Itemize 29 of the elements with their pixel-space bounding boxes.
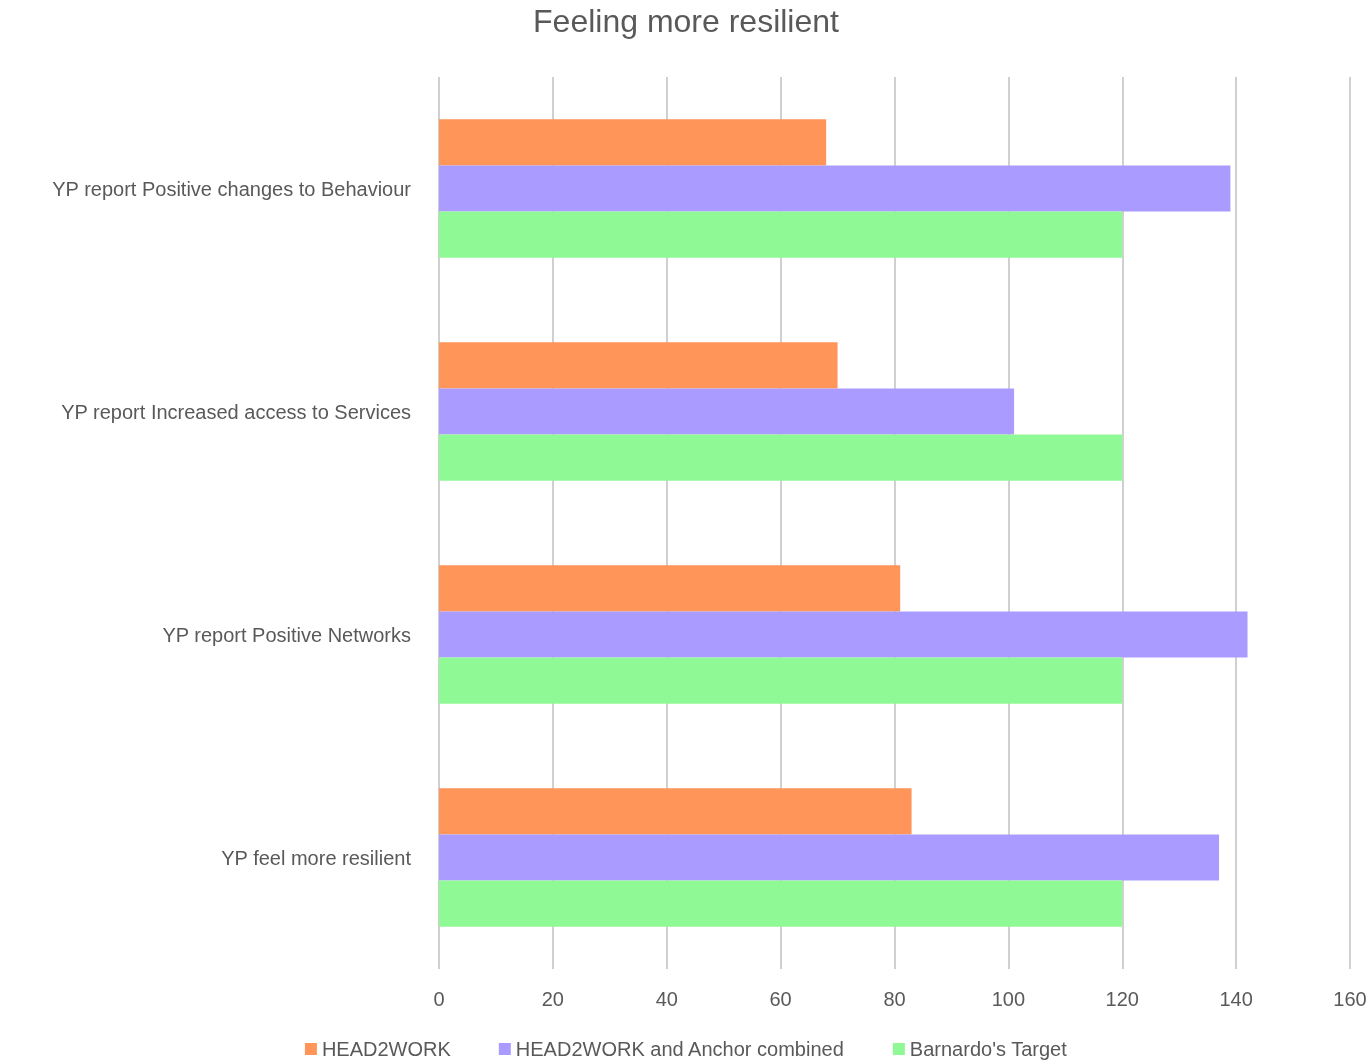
- x-tick-label: 0: [433, 988, 445, 1010]
- bar: [439, 788, 912, 835]
- x-tick-label: 40: [655, 988, 678, 1010]
- x-tick-label: 60: [769, 988, 792, 1010]
- y-tick-label: YP feel more resilient: [221, 846, 412, 869]
- y-tick-label: YP report Positive changes to Behaviour: [52, 177, 412, 200]
- x-tick-label: 120: [1105, 988, 1139, 1010]
- legend-label: HEAD2WORK and Anchor combined: [515, 1038, 844, 1060]
- bar: [439, 434, 1123, 481]
- bar: [439, 834, 1220, 881]
- x-tick-label: 140: [1219, 988, 1253, 1010]
- x-tick-label: 100: [991, 988, 1026, 1010]
- legend-label: Barnardo's Target: [909, 1038, 1068, 1060]
- x-tick-label: 160: [1333, 988, 1367, 1010]
- bar: [439, 388, 1015, 435]
- bar: [439, 565, 901, 612]
- bar: [439, 165, 1231, 212]
- bar: [439, 880, 1123, 927]
- x-tick-label: 80: [883, 988, 906, 1010]
- x-tick-label: 20: [541, 988, 564, 1010]
- y-tick-label: YP report Positive Networks: [162, 623, 411, 646]
- bar: [439, 611, 1248, 658]
- bar: [439, 119, 827, 166]
- y-tick-label: YP report Increased access to Services: [61, 400, 411, 423]
- bar: [439, 211, 1123, 258]
- legend-label: HEAD2WORK: [321, 1038, 452, 1060]
- chart-title: Feeling more resilient: [533, 3, 840, 39]
- bar: [439, 657, 1123, 704]
- bar: [439, 342, 838, 389]
